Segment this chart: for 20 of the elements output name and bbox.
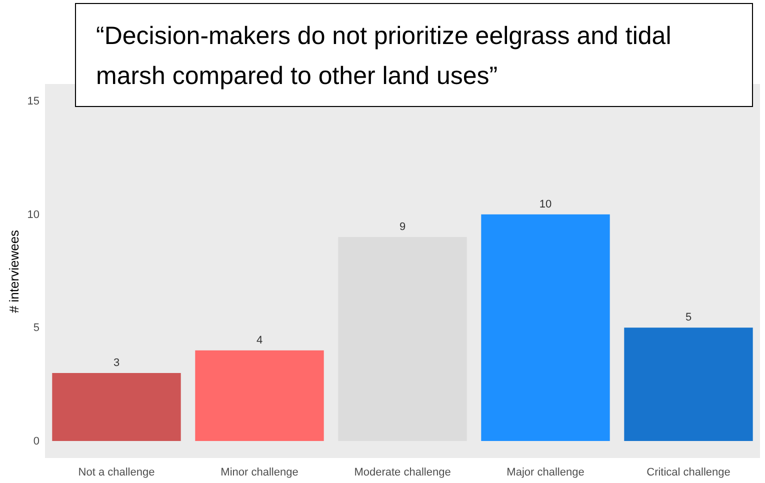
x-tick-label: Not a challenge bbox=[78, 466, 155, 478]
y-tick-label: 15 bbox=[27, 96, 40, 108]
x-tick-label: Minor challenge bbox=[220, 466, 298, 478]
data-label: 10 bbox=[539, 198, 552, 210]
y-tick-label: 0 bbox=[33, 436, 40, 448]
x-tick-label: Moderate challenge bbox=[354, 466, 451, 478]
data-label: 3 bbox=[113, 357, 120, 369]
bar bbox=[195, 350, 324, 441]
bar bbox=[481, 214, 610, 441]
data-label: 9 bbox=[399, 221, 406, 233]
bar bbox=[52, 373, 181, 441]
data-label: 5 bbox=[685, 312, 692, 324]
x-tick-label: Major challenge bbox=[506, 466, 584, 478]
x-tick-label: Critical challenge bbox=[646, 466, 730, 478]
data-label: 4 bbox=[256, 334, 263, 346]
chart-title: “Decision-makers do not prioritize eelgrass and tidal marsh compared to other land uses” bbox=[96, 21, 672, 92]
y-tick-label: 5 bbox=[33, 322, 40, 334]
y-tick-label: 10 bbox=[27, 208, 40, 221]
bar bbox=[624, 328, 753, 441]
y-axis-title: # interviewees bbox=[6, 229, 22, 314]
